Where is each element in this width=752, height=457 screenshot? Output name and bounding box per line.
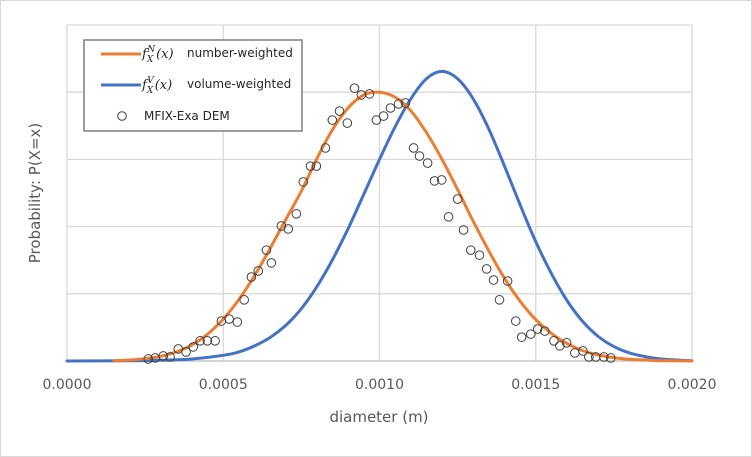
data-point xyxy=(385,103,396,113)
data-point xyxy=(502,276,513,286)
series-mfix-exa-dem xyxy=(143,83,616,364)
legend-label-mfix-exa-dem: MFIX-Exa DEM xyxy=(144,109,230,123)
legend-marker-mfix-exa-dem xyxy=(117,111,127,121)
data-point xyxy=(195,336,205,346)
data-point xyxy=(246,272,257,282)
legend-math-arg: (x) xyxy=(156,47,173,62)
data-point xyxy=(465,245,476,255)
data-point xyxy=(165,352,175,362)
data-point xyxy=(570,348,580,358)
data-point xyxy=(239,295,249,305)
data-point xyxy=(532,324,543,334)
data-point xyxy=(364,89,375,99)
data-point xyxy=(599,352,609,362)
data-point xyxy=(510,316,521,326)
data-point xyxy=(549,336,559,346)
legend-math-sub: X xyxy=(146,86,154,96)
data-point xyxy=(181,347,191,357)
legend-math-sub: X xyxy=(146,55,154,65)
x-tick-label: 0.0000 xyxy=(43,377,92,393)
data-point xyxy=(481,264,492,274)
x-tick-label: 0.0020 xyxy=(668,377,717,393)
data-point xyxy=(311,161,322,171)
data-point xyxy=(266,258,277,268)
data-point xyxy=(378,111,389,121)
data-point xyxy=(305,161,316,171)
legend-math-sup: N xyxy=(146,45,156,55)
legend-math-sup: V xyxy=(147,76,155,86)
data-point xyxy=(414,151,425,161)
legend-label-volume-weighted: volume-weighted xyxy=(187,77,291,91)
data-point xyxy=(494,295,505,305)
data-point xyxy=(555,341,565,351)
x-tick-label: 0.0010 xyxy=(355,377,404,393)
legend-math-f: f xyxy=(141,47,149,62)
data-point xyxy=(408,143,419,153)
data-point xyxy=(202,336,213,346)
data-point xyxy=(143,354,154,364)
series-layer xyxy=(65,69,694,364)
data-point xyxy=(232,317,243,327)
data-point xyxy=(210,336,220,346)
legend-math-number-weighted: fXN(x) xyxy=(141,45,174,65)
data-point xyxy=(283,224,294,234)
data-point xyxy=(429,176,440,186)
series-line xyxy=(65,69,694,363)
data-point xyxy=(540,326,550,336)
data-point xyxy=(488,275,499,285)
data-point xyxy=(474,250,485,260)
data-point xyxy=(349,83,360,93)
data-point xyxy=(525,329,536,339)
data-point xyxy=(188,342,199,352)
data-point xyxy=(371,115,382,125)
data-point xyxy=(224,314,234,324)
data-point xyxy=(320,143,331,153)
data-point xyxy=(443,212,454,222)
data-point xyxy=(298,177,309,187)
data-point xyxy=(276,221,287,231)
legend-label-number-weighted: number-weighted xyxy=(187,46,293,60)
data-point xyxy=(561,338,572,348)
data-point xyxy=(422,158,433,168)
x-tick-label: 0.0005 xyxy=(199,377,248,393)
data-point xyxy=(458,225,469,235)
data-point xyxy=(436,175,447,185)
data-point xyxy=(578,346,588,356)
y-axis-title: Probability: P(X=x) xyxy=(26,123,44,264)
x-tick-labels: 0.0000 0.0005 0.0010 0.0015 0.0020 xyxy=(43,377,717,393)
data-point xyxy=(253,266,264,276)
data-point xyxy=(516,332,527,342)
data-point xyxy=(327,115,338,125)
data-point xyxy=(261,245,272,255)
legend-math-volume-weighted: fXV(x) xyxy=(141,76,172,96)
series-volume-weighted xyxy=(65,69,694,363)
legend: fXN(x) number-weighted fXV(x) volume-wei… xyxy=(83,39,303,132)
x-tick-label: 0.0015 xyxy=(511,377,560,393)
data-point xyxy=(158,351,169,361)
data-point xyxy=(393,99,404,109)
legend-math-f: f xyxy=(141,78,149,93)
data-point xyxy=(334,106,345,116)
data-point xyxy=(342,118,353,128)
x-axis-title: diameter (m) xyxy=(329,408,428,426)
data-point xyxy=(605,353,616,363)
data-point xyxy=(400,98,411,108)
legend-math-arg: (x) xyxy=(155,78,172,93)
data-point xyxy=(291,209,302,219)
data-point xyxy=(584,352,594,362)
data-point xyxy=(452,194,463,204)
